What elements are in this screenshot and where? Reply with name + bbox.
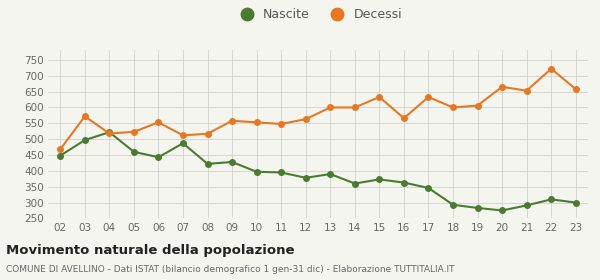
Decessi xyxy=(278,122,285,126)
Nascite xyxy=(376,178,383,181)
Decessi xyxy=(56,148,64,151)
Nascite xyxy=(449,203,457,206)
Decessi xyxy=(376,95,383,99)
Nascite xyxy=(474,206,481,210)
Nascite xyxy=(229,160,236,164)
Nascite xyxy=(302,176,310,179)
Nascite xyxy=(56,154,64,157)
Decessi xyxy=(425,95,432,99)
Decessi xyxy=(326,106,334,109)
Legend: Nascite, Decessi: Nascite, Decessi xyxy=(229,3,407,26)
Nascite xyxy=(253,170,260,174)
Nascite xyxy=(179,142,187,145)
Decessi xyxy=(130,130,137,134)
Decessi xyxy=(351,106,358,109)
Decessi xyxy=(155,121,162,124)
Text: Movimento naturale della popolazione: Movimento naturale della popolazione xyxy=(6,244,295,256)
Nascite xyxy=(81,138,88,142)
Line: Nascite: Nascite xyxy=(58,129,578,213)
Nascite xyxy=(572,201,580,204)
Nascite xyxy=(278,171,285,174)
Decessi xyxy=(499,85,506,88)
Nascite xyxy=(204,162,211,165)
Decessi xyxy=(229,119,236,122)
Decessi xyxy=(106,132,113,135)
Decessi xyxy=(523,89,530,92)
Decessi xyxy=(253,121,260,124)
Nascite xyxy=(155,156,162,159)
Decessi xyxy=(548,67,555,71)
Nascite xyxy=(351,182,358,185)
Nascite xyxy=(106,130,113,134)
Decessi xyxy=(302,118,310,121)
Text: COMUNE DI AVELLINO - Dati ISTAT (bilancio demografico 1 gen-31 dic) - Elaborazio: COMUNE DI AVELLINO - Dati ISTAT (bilanci… xyxy=(6,265,455,274)
Decessi xyxy=(179,134,187,137)
Nascite xyxy=(400,181,407,184)
Nascite xyxy=(523,204,530,207)
Decessi xyxy=(572,87,580,91)
Nascite xyxy=(425,186,432,190)
Decessi xyxy=(449,106,457,109)
Decessi xyxy=(474,104,481,107)
Nascite xyxy=(499,209,506,212)
Nascite xyxy=(548,198,555,201)
Nascite xyxy=(130,150,137,153)
Nascite xyxy=(326,172,334,176)
Decessi xyxy=(204,132,211,136)
Decessi xyxy=(81,115,88,118)
Decessi xyxy=(400,116,407,120)
Line: Decessi: Decessi xyxy=(58,66,578,152)
